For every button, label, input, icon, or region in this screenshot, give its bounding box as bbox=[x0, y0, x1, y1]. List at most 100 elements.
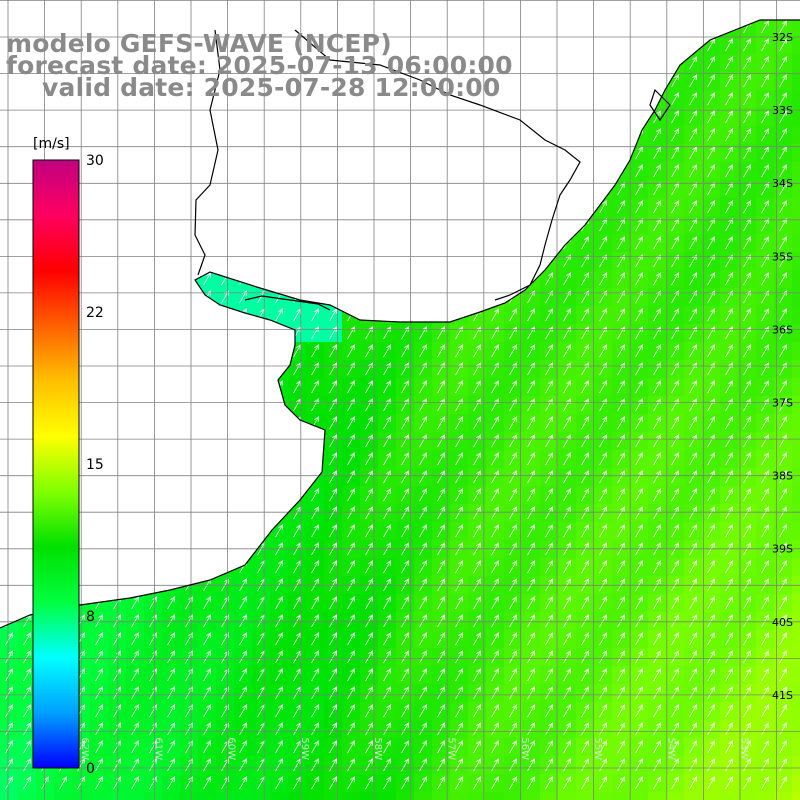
speed-cell bbox=[396, 468, 415, 487]
wind-arrow bbox=[491, 596, 499, 610]
speed-cell bbox=[594, 666, 613, 685]
wind-arrow bbox=[599, 200, 607, 214]
wind-arrow bbox=[275, 560, 283, 574]
speed-cell bbox=[522, 702, 541, 721]
speed-cell bbox=[576, 648, 595, 667]
wind-arrow bbox=[239, 776, 247, 790]
wind-arrow bbox=[707, 488, 715, 502]
wind-arrow bbox=[671, 524, 679, 538]
speed-cell bbox=[504, 324, 523, 343]
speed-cell bbox=[774, 20, 793, 37]
wind-arrow bbox=[23, 686, 31, 700]
wind-arrow bbox=[275, 722, 283, 736]
wind-arrow bbox=[761, 164, 769, 178]
speed-cell bbox=[486, 756, 505, 775]
wind-arrow bbox=[383, 614, 391, 628]
wind-arrow bbox=[779, 344, 787, 358]
speed-cell bbox=[666, 594, 685, 613]
wind-arrow bbox=[419, 614, 427, 628]
wind-arrow bbox=[707, 92, 715, 106]
wind-arrow bbox=[41, 776, 49, 790]
wind-arrow bbox=[509, 776, 517, 790]
wind-arrow bbox=[491, 758, 499, 772]
speed-cell bbox=[666, 522, 685, 541]
wind-arrow bbox=[239, 596, 247, 610]
wind-arrow bbox=[761, 776, 769, 790]
speed-cell bbox=[720, 432, 739, 451]
wind-arrow bbox=[779, 596, 787, 610]
wind-arrow bbox=[527, 668, 535, 682]
wind-arrow bbox=[545, 758, 553, 772]
wind-arrow bbox=[761, 416, 769, 430]
wind-arrow bbox=[419, 488, 427, 502]
speed-cell bbox=[612, 720, 631, 739]
speed-cell bbox=[432, 594, 451, 613]
speed-cell bbox=[468, 396, 487, 415]
wind-arrow bbox=[617, 650, 625, 664]
wind-arrow bbox=[707, 704, 715, 718]
speed-cell bbox=[630, 756, 649, 775]
speed-cell bbox=[90, 774, 109, 793]
speed-cell bbox=[306, 306, 325, 325]
speed-cell bbox=[774, 738, 793, 757]
speed-cell bbox=[324, 738, 343, 757]
speed-cell bbox=[648, 666, 667, 685]
wind-arrow bbox=[599, 686, 607, 700]
speed-cell bbox=[576, 360, 595, 379]
wind-arrow bbox=[437, 596, 445, 610]
speed-cell bbox=[396, 450, 415, 469]
speed-cell bbox=[342, 504, 361, 523]
speed-cell bbox=[702, 648, 721, 667]
wind-arrow bbox=[401, 722, 409, 736]
speed-cell bbox=[324, 540, 343, 559]
speed-cell bbox=[540, 288, 559, 307]
wind-arrow bbox=[131, 686, 139, 700]
speed-cell bbox=[774, 468, 793, 487]
speed-cell bbox=[774, 666, 793, 685]
wind-arrow bbox=[437, 758, 445, 772]
speed-cell bbox=[612, 324, 631, 343]
speed-cell bbox=[522, 342, 541, 361]
wind-arrow bbox=[743, 128, 751, 142]
wind-arrow bbox=[581, 434, 589, 448]
speed-cell bbox=[702, 522, 721, 541]
speed-cell bbox=[432, 504, 451, 523]
wind-arrow bbox=[473, 488, 481, 502]
wind-arrow bbox=[455, 506, 463, 520]
speed-cell bbox=[702, 414, 721, 433]
speed-cell bbox=[576, 774, 595, 793]
wind-arrow bbox=[311, 596, 319, 610]
wind-arrow bbox=[563, 596, 571, 610]
speed-cell bbox=[702, 468, 721, 487]
speed-cell bbox=[774, 792, 793, 800]
speed-cell bbox=[702, 486, 721, 505]
speed-cell bbox=[792, 36, 800, 55]
speed-cell bbox=[486, 360, 505, 379]
speed-cell bbox=[288, 540, 307, 559]
wind-arrow bbox=[5, 722, 13, 736]
wind-arrow bbox=[365, 596, 373, 610]
wind-arrow bbox=[671, 110, 679, 124]
speed-cell bbox=[684, 432, 703, 451]
speed-cell bbox=[756, 108, 775, 127]
wind-arrow bbox=[311, 326, 319, 340]
speed-cell bbox=[522, 360, 541, 379]
wind-arrow bbox=[653, 218, 661, 232]
speed-cell bbox=[684, 306, 703, 325]
speed-cell bbox=[540, 306, 559, 325]
wind-arrow bbox=[653, 182, 661, 196]
wind-arrow bbox=[437, 776, 445, 790]
speed-cell bbox=[486, 450, 505, 469]
speed-cell bbox=[792, 774, 800, 793]
speed-cell bbox=[450, 450, 469, 469]
wind-arrow bbox=[167, 740, 175, 754]
speed-cell bbox=[432, 324, 451, 343]
speed-cell bbox=[612, 522, 631, 541]
speed-cell bbox=[792, 594, 800, 613]
speed-cell bbox=[594, 450, 613, 469]
speed-cell bbox=[630, 252, 649, 271]
wind-arrow bbox=[275, 686, 283, 700]
wind-arrow bbox=[5, 704, 13, 718]
speed-cell bbox=[756, 630, 775, 649]
speed-cell bbox=[594, 324, 613, 343]
